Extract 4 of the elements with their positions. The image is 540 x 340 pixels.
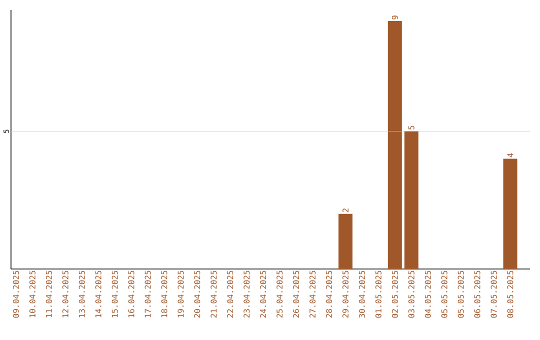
bar — [404, 131, 418, 269]
bar — [503, 158, 518, 269]
bar — [388, 21, 402, 269]
bar — [338, 214, 352, 269]
